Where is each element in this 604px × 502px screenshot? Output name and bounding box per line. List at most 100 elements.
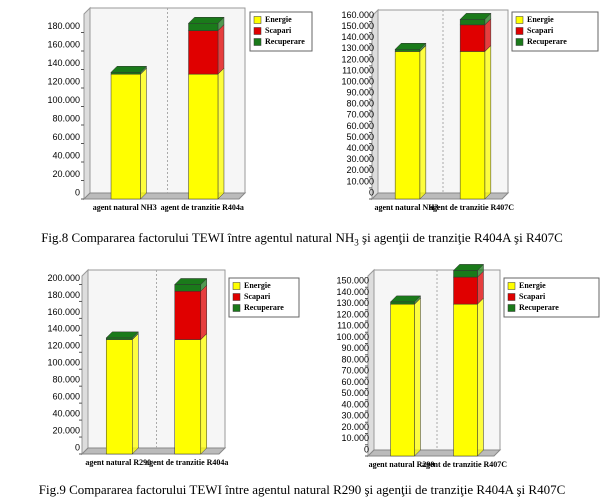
bar-top (187, 17, 225, 24)
x-tick-label: agent natural R290 (369, 460, 435, 469)
legend-label: Recuperare (244, 303, 284, 312)
y-tick-label: 0 (364, 444, 369, 454)
bar-top (459, 13, 492, 20)
y-tick-label: 50.000 (346, 132, 374, 142)
legend-label: Recuperare (265, 37, 305, 46)
bar-segment (390, 297, 421, 457)
bar-top (452, 264, 485, 271)
bar-side (477, 297, 484, 457)
bar-side (414, 297, 421, 457)
legend-box (228, 277, 300, 318)
y-tick-label: 10.000 (341, 433, 369, 443)
bar-segment (394, 44, 427, 200)
side-wall (81, 268, 89, 456)
bar-segment (110, 67, 147, 200)
y-tick-label: 110.000 (342, 65, 374, 75)
bar-front (459, 51, 486, 200)
bar-side (419, 44, 427, 200)
legend-label: Scapari (527, 26, 554, 35)
y-tick-label: 120.000 (47, 76, 80, 86)
bar-front (394, 49, 421, 52)
legend-swatch (253, 27, 262, 35)
bar-front (390, 301, 415, 305)
legend-label: Energie (244, 281, 271, 290)
y-tick-label: 20.000 (52, 169, 80, 179)
caption-text: Fig.8 Compararea factorului TEWI între a… (41, 230, 355, 245)
bar-side (484, 44, 492, 200)
legend-swatch (515, 38, 524, 46)
x-tick-label: agent de tranzitie R407C (429, 203, 514, 212)
caption: Fig.9 Compararea factorului TEWI între a… (0, 482, 604, 498)
caption-text: Fig.9 Compararea factorului TEWI între a… (38, 482, 566, 497)
bar-front (110, 73, 141, 200)
y-tick-label: 90.000 (346, 88, 374, 98)
y-tick-label: 100.000 (341, 76, 374, 86)
caption: Fig.8 Compararea factorului TEWI între a… (0, 230, 604, 248)
y-tick-label: 120.000 (336, 309, 369, 319)
bar-front (453, 276, 478, 305)
legend-label: Scapari (519, 292, 546, 301)
legend-label: Energie (519, 281, 546, 290)
y-tick-label: 40.000 (341, 399, 369, 409)
y-tick-label: 30.000 (346, 154, 374, 164)
y-tick-label: 100.000 (47, 358, 80, 368)
legend-swatch (232, 282, 241, 290)
bar-front (188, 73, 219, 200)
x-tick-label: agent de tranzitie R407C (422, 460, 507, 469)
bar-segment (459, 44, 492, 200)
y-tick-label: 160.000 (47, 39, 80, 49)
y-tick-label: 100.000 (47, 95, 80, 105)
bar-front (110, 72, 141, 75)
legend-label: Recuperare (527, 37, 567, 46)
y-tick-label: 110.000 (337, 321, 369, 331)
bar-front (105, 339, 133, 455)
y-tick-label: 130.000 (336, 298, 369, 308)
legend-swatch (253, 16, 262, 24)
legend-box (511, 11, 599, 52)
y-tick-label: 80.000 (346, 99, 374, 109)
bar-segment (188, 67, 225, 200)
x-tick-label: agent natural NH3 (375, 203, 439, 212)
bar-front (188, 30, 219, 75)
legend-label: Scapari (244, 292, 271, 301)
bar-side (200, 332, 208, 455)
bar-front (453, 303, 478, 457)
y-tick-label: 40.000 (346, 143, 374, 153)
y-tick-label: 40.000 (52, 150, 80, 160)
caption-text: şi agenţii de tranziţie R404A şi R407C (358, 230, 563, 245)
y-tick-label: 0 (75, 187, 80, 197)
bar-front (174, 284, 202, 292)
y-tick-label: 140.000 (336, 287, 369, 297)
bar-top (174, 278, 208, 285)
y-tick-label: 120.000 (47, 341, 80, 351)
y-tick-label: 90.000 (341, 343, 369, 353)
y-tick-label: 30.000 (341, 411, 369, 421)
bar-front (459, 19, 486, 26)
bar-segment (174, 284, 208, 341)
bar-segment (174, 332, 208, 455)
legend-swatch (507, 304, 516, 312)
legend-swatch (253, 38, 262, 46)
bar-front (390, 303, 415, 457)
y-tick-label: 120.000 (341, 54, 374, 64)
y-tick-label: 20.000 (341, 422, 369, 432)
y-tick-label: 180.000 (47, 21, 80, 31)
y-tick-label: 140.000 (47, 58, 80, 68)
legend-swatch (232, 293, 241, 301)
side-wall (83, 6, 91, 201)
y-tick-label: 140.000 (341, 32, 374, 42)
bar-front (394, 51, 421, 200)
bar-side (200, 284, 208, 341)
bar-front (453, 270, 478, 278)
y-tick-label: 180.000 (47, 290, 80, 300)
caption-subscript: 3 (354, 237, 359, 248)
y-tick-label: 150.000 (336, 276, 369, 286)
legend-swatch (232, 304, 241, 312)
y-tick-label: 60.000 (52, 132, 80, 142)
bar-segment (188, 24, 225, 75)
bar-front (174, 339, 202, 455)
bar-side (132, 332, 139, 455)
bar-segment (453, 297, 484, 457)
y-tick-label: 150.000 (341, 21, 374, 31)
bar-segment (105, 332, 139, 455)
